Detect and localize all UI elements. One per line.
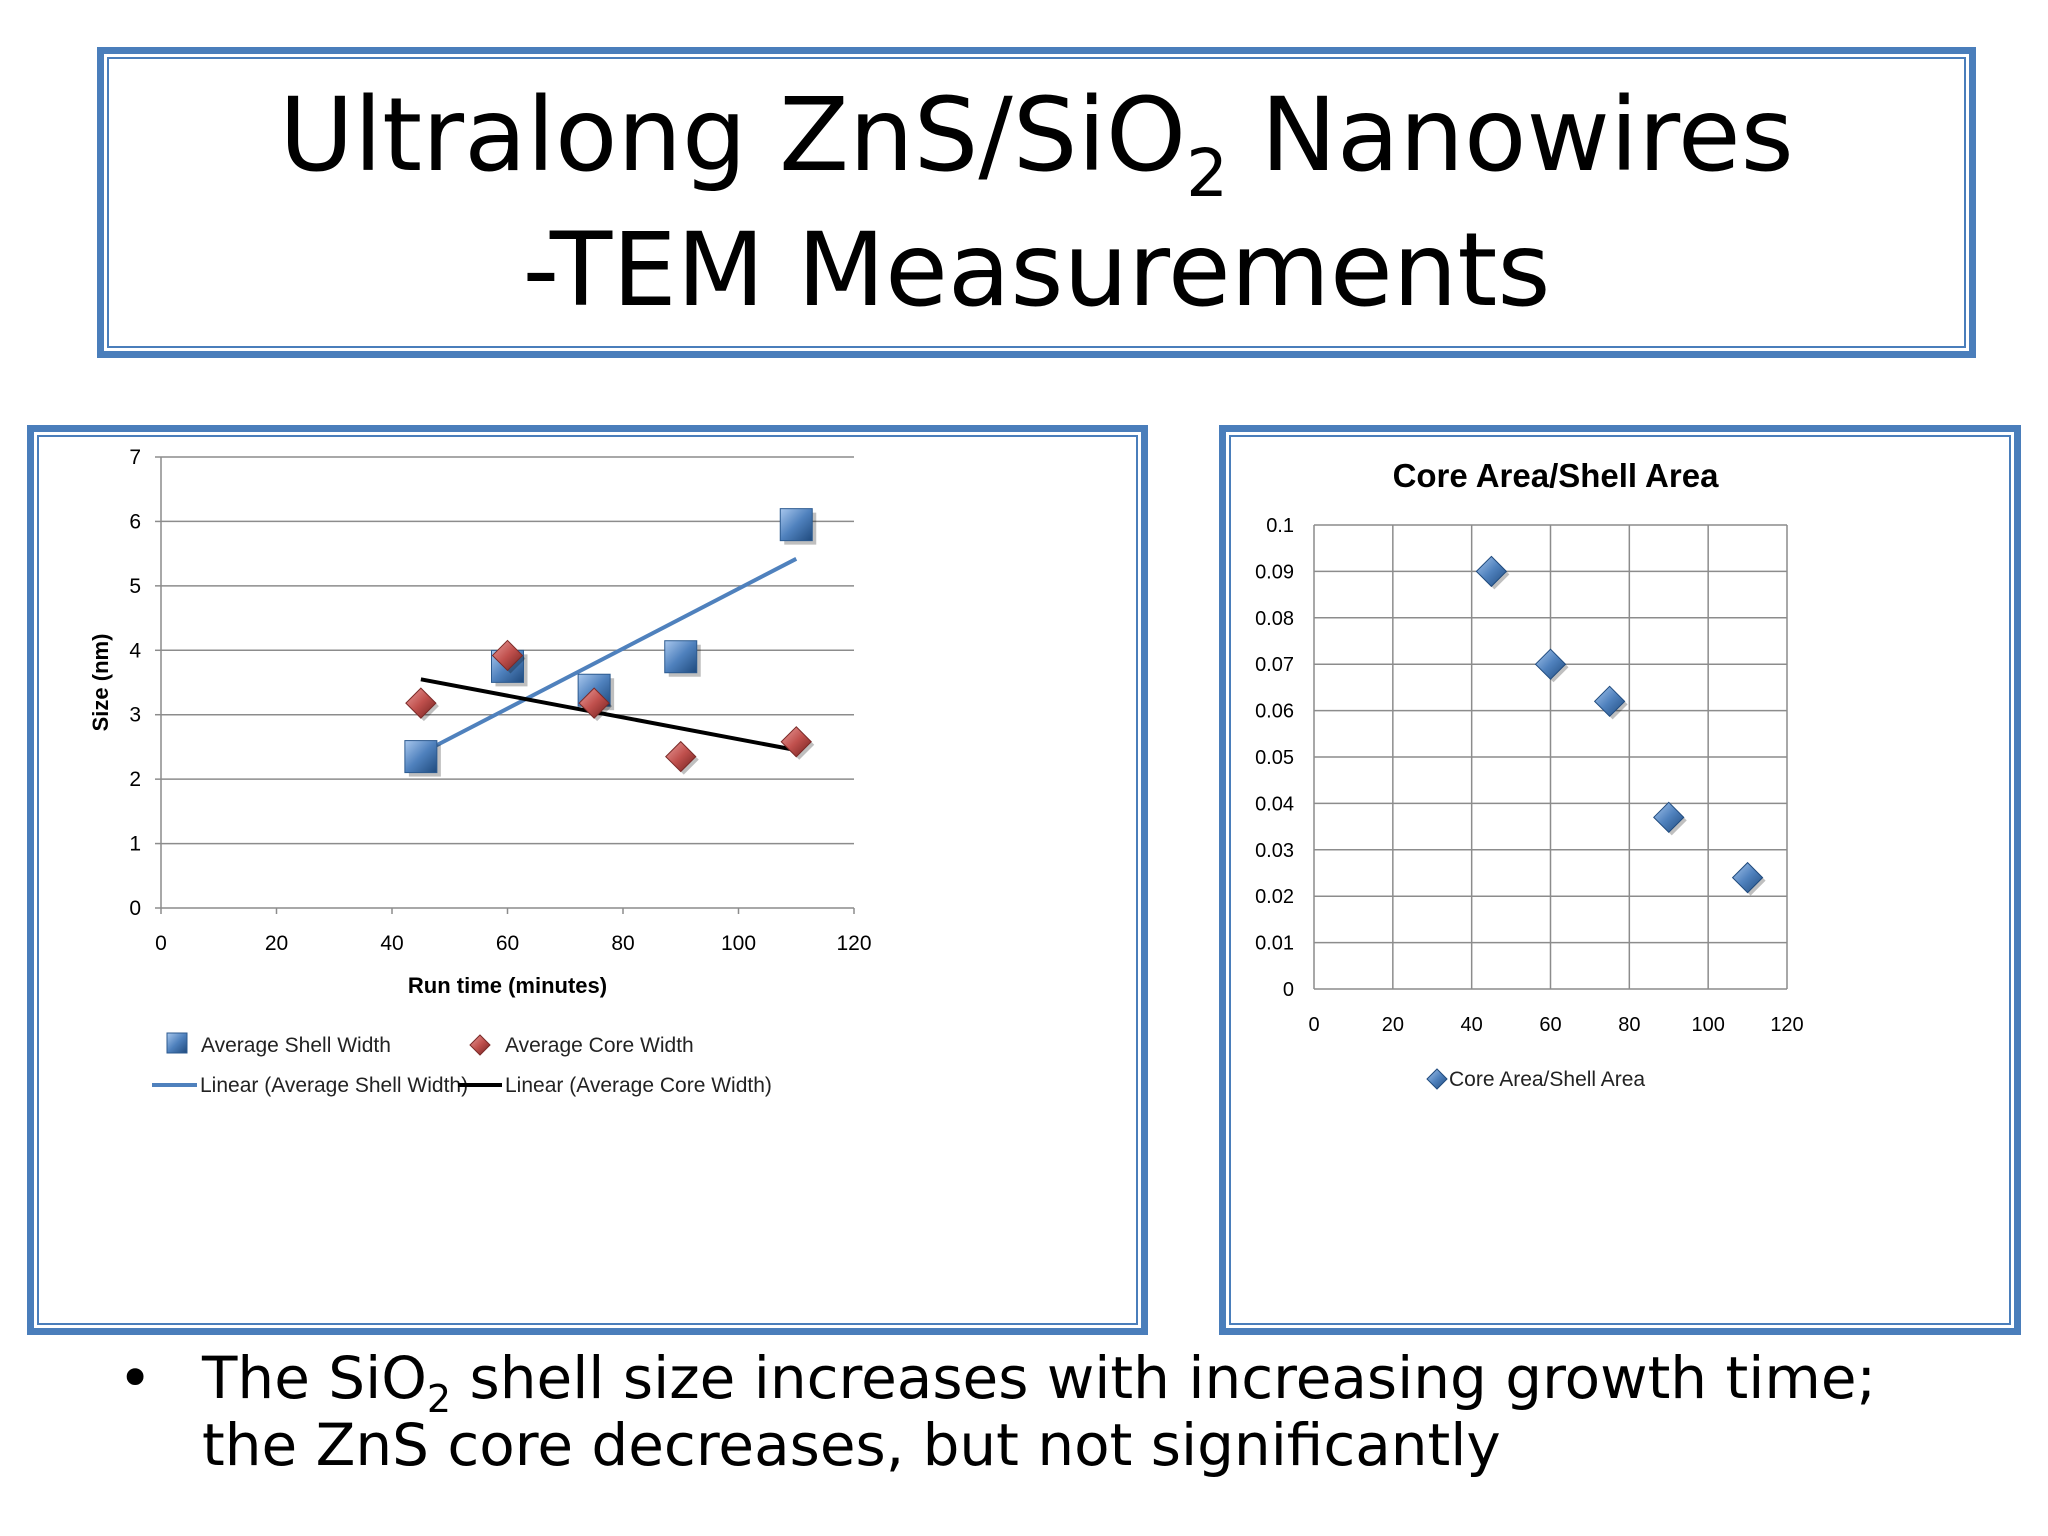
ratio-point [1731,861,1764,894]
y-tick-label: 0.1 [1266,515,1294,537]
x-tick-label: 60 [1539,1014,1561,1036]
y-tick-label: 0.08 [1255,608,1294,630]
y-tick-label: 0.04 [1255,793,1294,815]
core-width-point [405,687,437,719]
shell-width-point [664,640,698,674]
y-tick-label: 0.02 [1255,886,1294,908]
y-tick-label: 4 [129,639,141,662]
legend-core-label: Average Core Width [505,1034,694,1057]
legend-shell-trend-label: Linear (Average Shell Width) [200,1074,468,1097]
x-tick-label: 0 [1308,1014,1319,1036]
ratio-point [1653,801,1685,834]
shell-width-point [779,508,813,542]
legend-core-marker [469,1034,491,1056]
core-width-point [665,740,697,773]
x-tick-label: 120 [1770,1014,1803,1036]
x-tick-label: 120 [836,932,871,955]
x-tick-label: 80 [611,932,634,955]
bullet-marker: • [118,1344,153,1412]
y-tick-label: 2 [129,768,141,791]
ratio-point [1593,685,1626,718]
x-tick-label: 100 [1691,1014,1724,1036]
bullet-text: The SiO2 shell size increases with incre… [202,1344,1877,1479]
y-tick-label: 0.07 [1255,654,1294,676]
title-line-1: Ultralong ZnS/SiO2 Nanowires [279,76,1794,212]
core-width-point [491,639,524,672]
core-width-point [578,687,610,719]
core-width-point [780,726,812,758]
ratio-point [1475,555,1508,588]
x-tick-label: 0 [155,932,167,955]
size-chart-panel: 0 1 2 3 4 5 6 7 0 20 40 60 80 100 120 Run time (minutes… [27,425,1148,1335]
y-tick-label: 0.05 [1255,747,1294,769]
title-line-2: -TEM Measurements [522,211,1551,330]
legend-ratio-label: Core Area/Shell Area [1449,1068,1645,1091]
x-tick-label: 80 [1618,1014,1640,1036]
core-shell-area-chart: Core Area/Shell Area 0 0.01 0.02 0.03 0.04 0.0… [1255,457,1804,1091]
x-tick-label: 20 [1382,1014,1404,1036]
chart-title: Core Area/Shell Area [1393,457,1720,494]
legend-core-trend-label: Linear (Average Core Width) [505,1074,772,1097]
x-tick-label: 60 [496,932,519,955]
legend-ratio-marker [1426,1068,1448,1090]
x-axis-label: Run time (minutes) [408,973,607,998]
y-tick-label: 0.09 [1255,561,1294,583]
y-tick-label: 6 [129,510,141,533]
area-ratio-chart-panel: Core Area/Shell Area 0 0.01 0.02 0.03 0.04 0.0… [1219,425,2021,1335]
x-tick-label: 100 [721,932,756,955]
y-tick-label: 3 [129,704,141,727]
y-tick-label: 0.06 [1255,701,1294,723]
ratio-point [1534,648,1567,680]
shell-width-point [404,740,438,774]
size-vs-runtime-chart: 0 1 2 3 4 5 6 7 0 20 40 60 80 100 120 Run time (minutes… [88,446,872,1097]
y-tick-label: 0.03 [1255,840,1294,862]
x-tick-label: 20 [265,932,288,955]
core-width-trendline [420,677,797,753]
y-tick-label: 1 [129,833,141,856]
y-tick-label: 0.01 [1255,933,1294,955]
y-tick-label: 5 [129,575,141,598]
shell-width-trendline [419,557,798,756]
y-tick-label: 7 [129,446,141,469]
x-tick-label: 40 [1461,1014,1483,1036]
x-tick-label: 40 [380,932,403,955]
title-box: Ultralong ZnS/SiO2 Nanowires -TEM Measur… [97,47,1976,358]
legend-shell-label: Average Shell Width [201,1034,391,1057]
y-tick-label: 0 [129,897,141,920]
legend-shell-marker [166,1032,188,1054]
y-axis-label: Size (nm) [88,634,113,732]
y-tick-label: 0 [1283,979,1294,1001]
